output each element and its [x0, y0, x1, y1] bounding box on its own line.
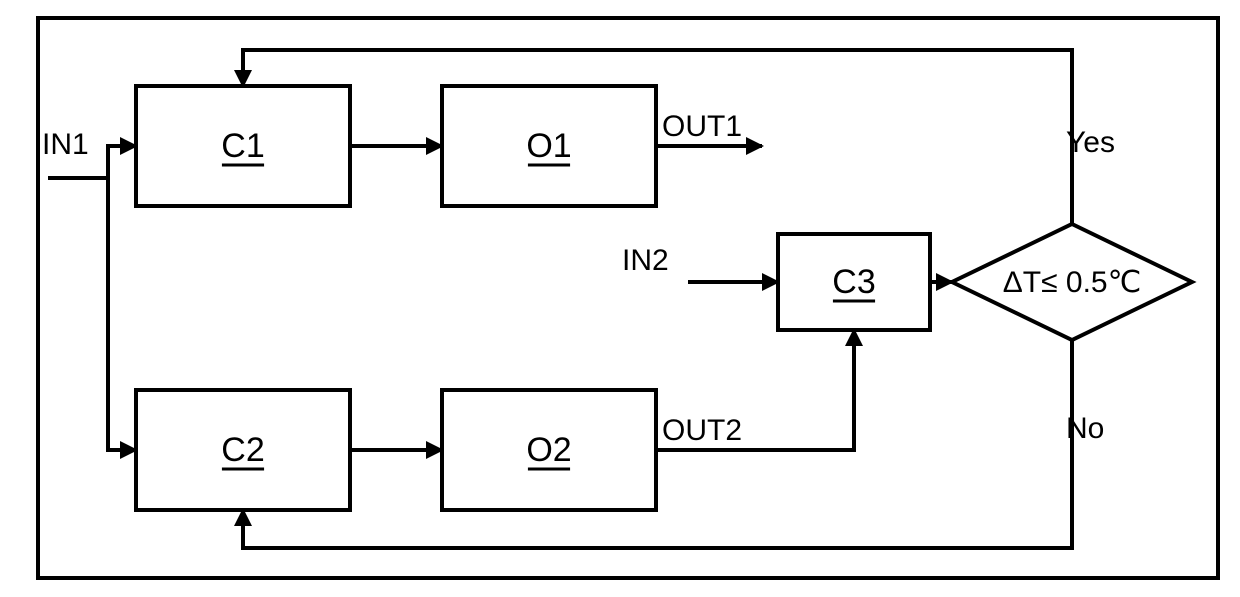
edge-IN1-C1 [108, 146, 136, 178]
node-label-O1: O1 [526, 127, 571, 165]
node-D: ΔT≤ 0.5℃ [952, 224, 1192, 340]
flowchart-canvas: C1 O1 C2 O2 C3 ΔT≤ 0.5℃ IN1 IN2 OUT1 OUT2 Yes No [0, 0, 1240, 597]
node-label-C3: C3 [832, 263, 875, 301]
label-OUT2: OUT2 [662, 414, 742, 447]
node-label-O2: O2 [526, 431, 571, 469]
edge-IN1-C2 [108, 178, 136, 450]
node-C3: C3 [778, 234, 930, 330]
node-label-C1: C1 [221, 127, 264, 165]
label-IN1: IN1 [42, 128, 89, 161]
node-label-D: ΔT≤ 0.5℃ [1003, 266, 1142, 299]
label-No: No [1066, 412, 1104, 445]
node-C2: C2 [136, 390, 350, 510]
label-IN2: IN2 [622, 244, 669, 277]
node-C1: C1 [136, 86, 350, 206]
label-Yes: Yes [1066, 126, 1115, 159]
node-label-C2: C2 [221, 431, 264, 469]
node-O2: O2 [442, 390, 656, 510]
node-O1: O1 [442, 86, 656, 206]
label-OUT1: OUT1 [662, 110, 742, 143]
edge-OUT2-C3 [760, 330, 854, 450]
